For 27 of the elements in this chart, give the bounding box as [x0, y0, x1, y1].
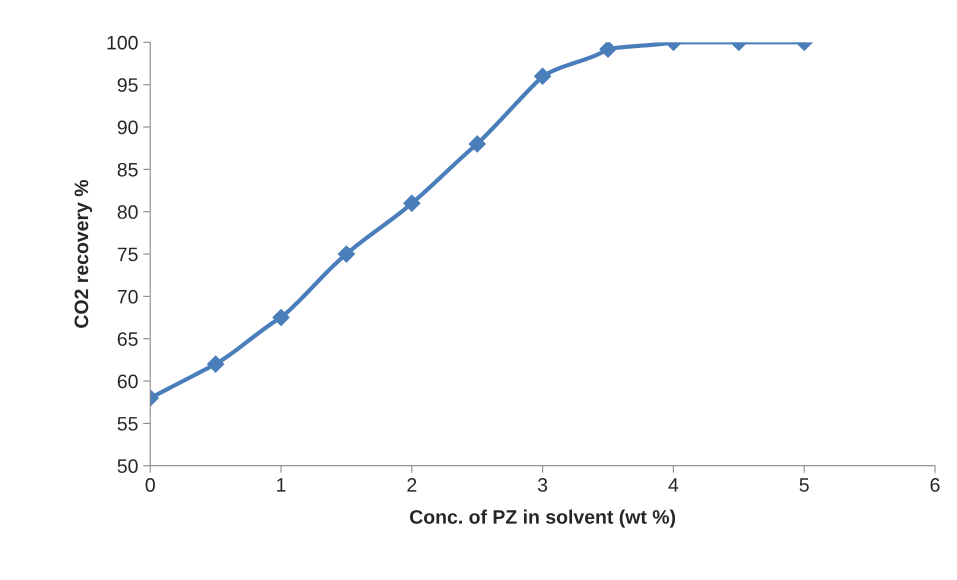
y-tick-label: 55 — [118, 417, 138, 431]
y-tick-label: 75 — [118, 248, 138, 262]
point — [272, 309, 290, 326]
y-tick-label: 85 — [118, 162, 138, 177]
y-tick-label: 50 — [118, 459, 138, 473]
x-tick-label: 1 — [277, 478, 286, 492]
point — [207, 356, 224, 373]
point — [468, 135, 486, 153]
x-tick-label: 0 — [146, 478, 155, 492]
y-tick-label: 90 — [118, 120, 138, 134]
point — [403, 194, 420, 212]
y-tick-label: 70 — [118, 290, 138, 304]
y-axis-title: CO2 recovery % — [74, 180, 92, 328]
x-tick-label: 4 — [668, 478, 678, 492]
y-tick-label: 80 — [118, 205, 138, 219]
y-tick-label: 65 — [118, 332, 138, 346]
point — [534, 68, 552, 85]
y-tick-label: 95 — [118, 78, 138, 92]
y-tick-label: 60 — [118, 374, 138, 388]
point — [338, 245, 355, 263]
point — [599, 42, 617, 58]
x-tick-label: 3 — [538, 478, 548, 492]
x-axis-title: Conc. of PZ in solvent (wt %) — [410, 510, 676, 528]
x-tick-label: 2 — [407, 478, 416, 492]
x-tick-label: 5 — [800, 478, 809, 492]
y-tick-label: 100 — [107, 36, 138, 50]
x-tick-label: 6 — [930, 478, 940, 492]
